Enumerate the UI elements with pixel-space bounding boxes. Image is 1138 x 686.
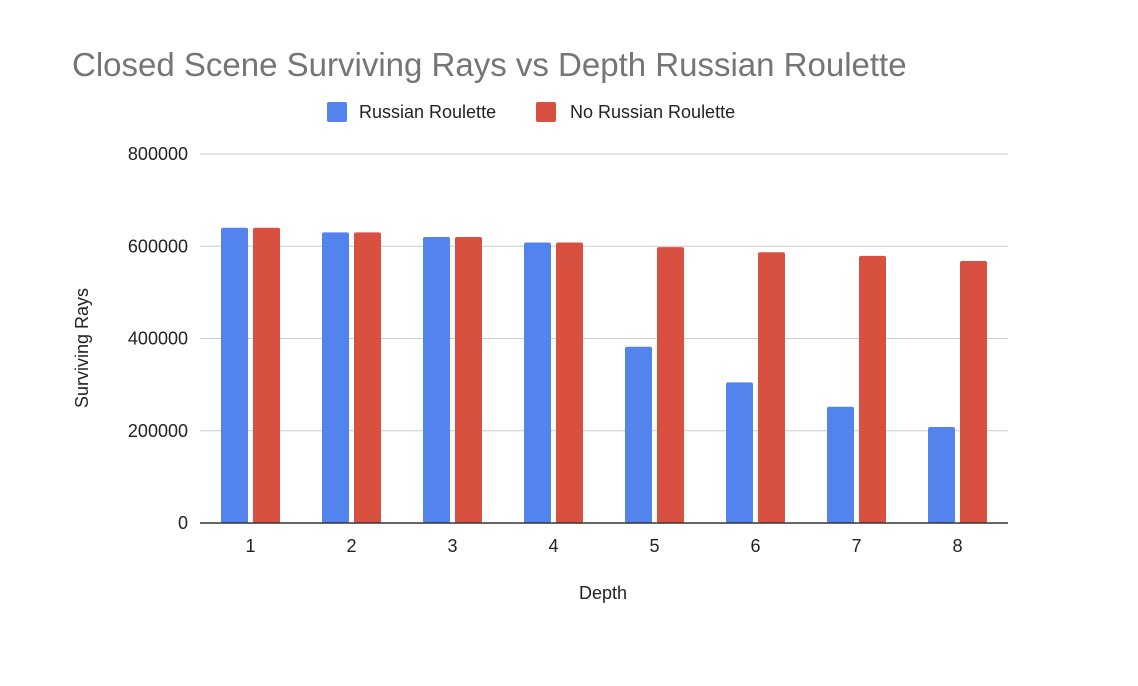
bar-russian-roulette-depth-1 xyxy=(221,227,248,524)
x-tick-label-8: 8 xyxy=(952,536,962,556)
legend-label-no-russian-roulette: No Russian Roulette xyxy=(570,102,735,122)
bar-no-russian-roulette-depth-1 xyxy=(253,227,280,524)
x-tick-label-2: 2 xyxy=(346,536,356,556)
bar-russian-roulette-depth-3 xyxy=(423,237,450,523)
chart-title: Closed Scene Surviving Rays vs Depth Rus… xyxy=(72,46,907,83)
bar-no-russian-roulette-depth-6 xyxy=(758,252,785,523)
y-tick-label-3: 600000 xyxy=(128,236,188,256)
bar-russian-roulette-depth-7 xyxy=(827,406,854,523)
x-axis: 1 2 3 4 5 6 7 8 xyxy=(200,522,1008,556)
y-tick-label-4: 800000 xyxy=(128,144,188,164)
y-axis-label: Surviving Rays xyxy=(72,288,92,408)
y-tick-label-1: 200000 xyxy=(128,421,188,441)
y-tick-label-0: 0 xyxy=(178,513,188,533)
bar-no-russian-roulette-depth-8 xyxy=(960,261,987,523)
bar-no-russian-roulette-depth-5 xyxy=(657,247,684,524)
y-axis: 0 200000 400000 600000 800000 xyxy=(128,144,188,533)
bar-russian-roulette-depth-4 xyxy=(524,242,551,523)
x-axis-label: Depth xyxy=(579,583,627,603)
bar-no-russian-roulette-depth-4 xyxy=(556,242,583,523)
bar-no-russian-roulette-depth-2 xyxy=(354,232,381,523)
y-tick-label-2: 400000 xyxy=(128,329,188,349)
legend-label-russian-roulette: Russian Roulette xyxy=(359,102,496,122)
bar-russian-roulette-depth-6 xyxy=(726,382,753,523)
legend: Russian Roulette No Russian Roulette xyxy=(327,102,735,122)
bar-no-russian-roulette-depth-3 xyxy=(455,237,482,523)
bar-russian-roulette-depth-8 xyxy=(928,427,955,523)
bar-no-russian-roulette-depth-7 xyxy=(859,255,886,523)
x-tick-label-4: 4 xyxy=(548,536,558,556)
x-tick-label-5: 5 xyxy=(649,536,659,556)
x-tick-label-7: 7 xyxy=(851,536,861,556)
legend-swatch-russian-roulette xyxy=(327,102,347,122)
bar-russian-roulette-depth-2 xyxy=(322,232,349,523)
bar-russian-roulette-depth-5 xyxy=(625,346,652,523)
x-tick-label-3: 3 xyxy=(447,536,457,556)
x-tick-label-1: 1 xyxy=(245,536,255,556)
x-tick-label-6: 6 xyxy=(750,536,760,556)
gridlines xyxy=(200,153,1008,432)
bars xyxy=(221,227,987,524)
legend-swatch-no-russian-roulette xyxy=(536,102,556,122)
